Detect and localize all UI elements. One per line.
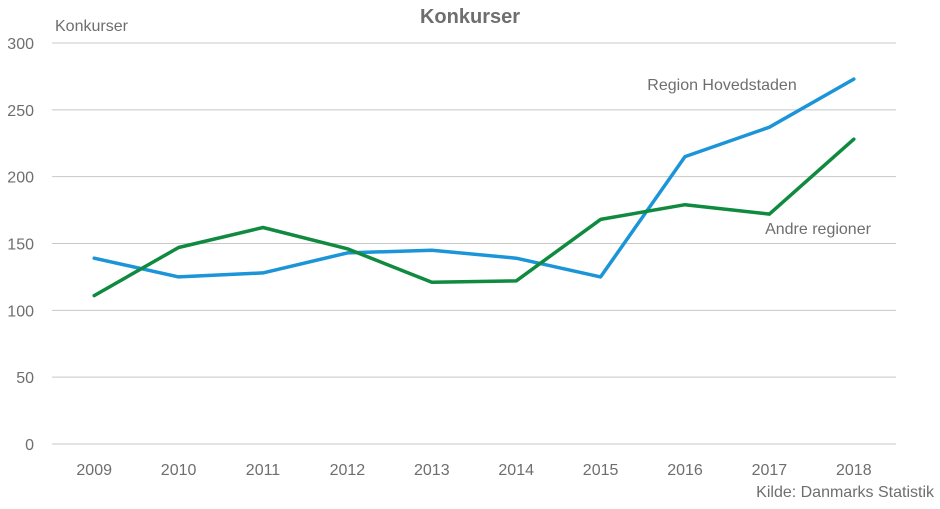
y-tick-label: 100: [7, 303, 34, 320]
x-tick-label: 2012: [330, 462, 366, 479]
series-line-andre-regioner: [92, 137, 856, 298]
x-tick-label: 2013: [414, 462, 450, 479]
x-tick-label: 2011: [246, 462, 281, 479]
y-axis-label: Konkurser: [55, 18, 128, 35]
x-tick-label: 2018: [836, 462, 872, 479]
x-tick-label: 2010: [161, 462, 197, 479]
y-tick-label: 250: [7, 103, 34, 120]
chart-title: Konkurser: [419, 6, 521, 28]
x-tick-label: 2014: [498, 462, 534, 479]
x-tick-label: 2015: [583, 462, 619, 479]
x-tick-label: 2016: [667, 462, 703, 479]
source-note: Kilde: Danmarks Statistik: [756, 484, 934, 501]
series-label-region-hovedstaden: Region Hovedstaden: [647, 77, 796, 94]
x-tick-label: 2017: [752, 462, 788, 479]
series-label-andre-regioner: Andre regioner: [765, 221, 872, 238]
y-tick-label: 300: [7, 36, 34, 53]
y-tick-label: 50: [16, 370, 34, 387]
y-tick-label: 150: [7, 237, 34, 254]
y-tick-label: 200: [7, 170, 34, 187]
series-line-region-hovedstaden: [92, 77, 856, 279]
y-tick-label: 0: [25, 437, 34, 454]
x-tick-label: 2009: [76, 462, 112, 479]
